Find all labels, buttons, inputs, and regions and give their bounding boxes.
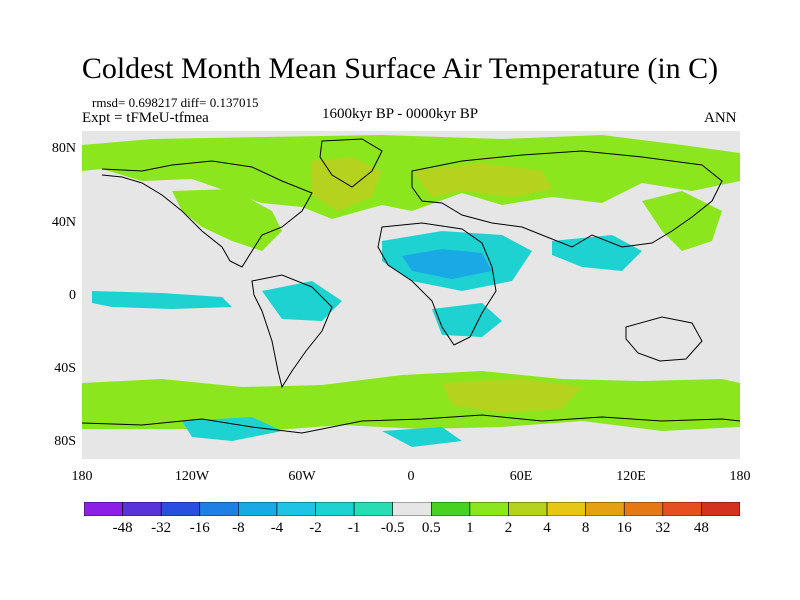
lon-tick-label: 120E (616, 469, 646, 484)
colorbar-label: -32 (151, 520, 172, 536)
lon-tick-label: 180 (729, 469, 751, 484)
north-america-coast (101, 160, 313, 268)
south-america-cool (262, 281, 342, 321)
colorbar-label: -1 (347, 520, 361, 536)
lat-tick-label: 40N (51, 215, 76, 230)
lat-tick-label: 0 (69, 288, 76, 303)
africa-coast (377, 222, 497, 346)
colorbar-swatch (585, 502, 625, 516)
sahara-cool-core (402, 249, 492, 279)
lon-tick-label: 180 (71, 469, 93, 484)
southern-ocean-warm-core (442, 379, 582, 413)
colorbar-swatch (623, 502, 664, 516)
coastlines (82, 138, 740, 434)
colorbar (84, 502, 740, 516)
colorbar-swatch (469, 502, 509, 516)
lon-tick-label: 60W (288, 469, 316, 484)
southern-ocean-cool (182, 417, 282, 441)
lat-tick-label: 40S (54, 361, 76, 376)
colorbar-swatch (701, 502, 740, 516)
experiment-label: Expt = tFMeU-tfmea (82, 110, 209, 126)
east-asia-anomaly (642, 191, 722, 251)
north-america-anomaly (172, 189, 282, 251)
colorbar-swatch (353, 502, 394, 516)
colorbar-swatch (84, 502, 123, 516)
colorbar-label: 32 (655, 520, 671, 536)
colorbar-label: 2 (504, 520, 513, 536)
colorbar-swatch (430, 502, 471, 516)
colorbar-label: -48 (112, 520, 133, 536)
colorbar-swatch (122, 502, 162, 516)
stats-label: rmsd= 0.698217 diff= 0.137015 (92, 95, 259, 110)
colorbar-swatch (546, 502, 586, 516)
antarctic-cool (382, 427, 462, 447)
chart-title: Coldest Month Mean Surface Air Temperatu… (81, 52, 719, 85)
india-cool-anomaly (552, 235, 642, 271)
colorbar-swatch (662, 502, 702, 516)
greenland-coast (319, 138, 383, 188)
colorbar-label: 0.5 (421, 520, 441, 536)
season-label: ANN (704, 110, 737, 126)
lon-tick-label: 120W (174, 469, 210, 484)
antarctica-coast (82, 414, 740, 434)
colorbar-swatch (315, 502, 355, 516)
colorbar-label: -4 (270, 520, 284, 536)
lon-tick-label: 0 (407, 469, 415, 484)
lon-tick-label: 60E (509, 469, 533, 484)
colorbar-swatch (508, 502, 548, 516)
map-panel (82, 131, 740, 459)
colorbar-swatch (160, 502, 201, 516)
australia-coast (625, 316, 703, 362)
southern-africa-cool (432, 303, 502, 337)
eurasia-coast (411, 150, 723, 248)
colorbar-swatch (276, 502, 316, 516)
colorbar-label: 8 (581, 520, 590, 536)
tropical-pacific-cool (92, 291, 232, 309)
colorbar-label: 1 (466, 520, 474, 536)
southern-ocean-warm (82, 371, 740, 431)
colorbar-label: -0.5 (380, 520, 405, 536)
lat-tick-label: 80S (54, 434, 76, 449)
colorbar-label: -2 (309, 520, 322, 536)
colorbar-label: 48 (693, 520, 709, 536)
arctic-anomaly (82, 135, 740, 219)
colorbar-swatch (238, 502, 278, 516)
eurasia-warm-patch (412, 163, 552, 197)
colorbar-label: -16 (189, 520, 210, 536)
lat-tick-label: 80N (51, 141, 76, 156)
period-label: 1600kyr BP - 0000kyr BP (322, 106, 479, 122)
south-america-coast (251, 274, 333, 389)
colorbar-label: 16 (616, 520, 632, 536)
colorbar-swatch (199, 502, 239, 516)
colorbar-label: -8 (232, 520, 245, 536)
colorbar-label: 4 (543, 520, 551, 536)
colorbar-swatch (392, 502, 432, 516)
anomaly-fields (82, 135, 740, 447)
